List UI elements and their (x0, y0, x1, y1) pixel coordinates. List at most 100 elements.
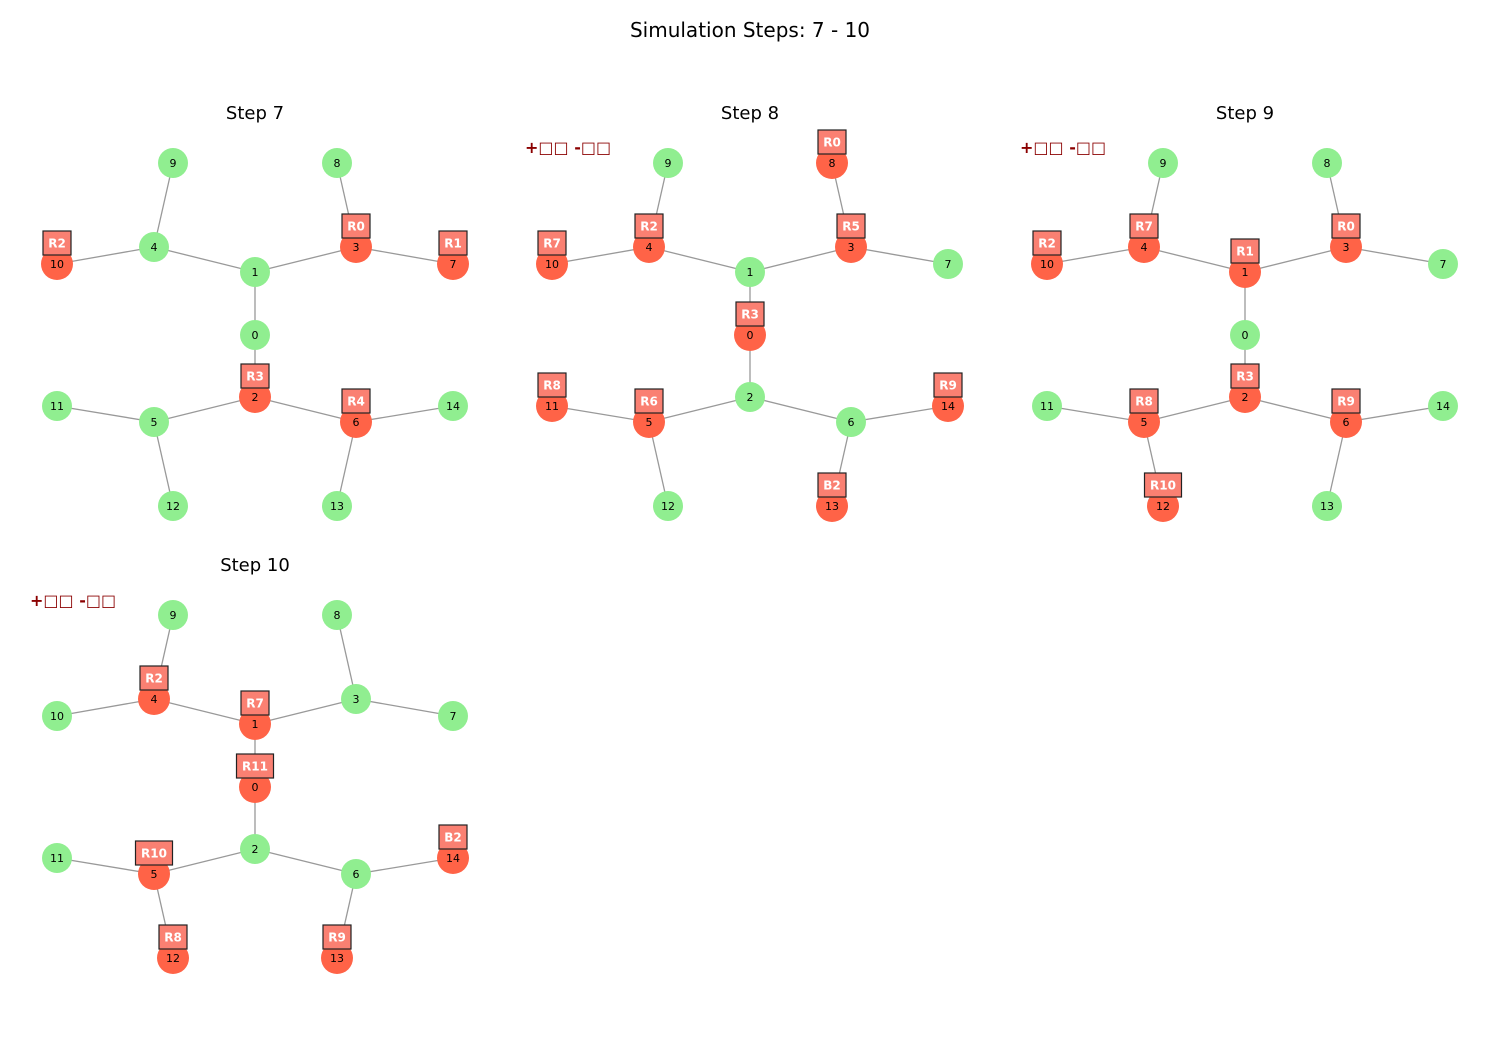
occupied-node (1147, 490, 1179, 522)
robot-badge: R3 (240, 363, 270, 389)
free-node (240, 834, 270, 864)
node-label: 4 (151, 241, 158, 254)
step-title: Step 7 (226, 103, 284, 124)
free-node (42, 391, 72, 421)
node-label: 11 (545, 400, 559, 413)
node-label: 2 (1242, 391, 1249, 404)
occupied-node (835, 231, 867, 263)
node-label: 13 (1320, 500, 1334, 513)
free-node (322, 600, 352, 630)
badge-label: R7 (1135, 220, 1153, 234)
badge-label: R2 (640, 220, 658, 234)
graph-edge (254, 848, 357, 875)
robot-badge: R1 (1230, 238, 1260, 264)
badge-label: R1 (444, 237, 462, 251)
badge-label: R0 (823, 136, 841, 150)
node-label: 9 (170, 609, 177, 622)
step-annotation: +□□ -□□ (30, 591, 116, 610)
node-label: 9 (665, 157, 672, 170)
node-label: 0 (1242, 329, 1249, 342)
step-title: Step 10 (220, 555, 290, 576)
robot-badge: B2 (438, 824, 468, 850)
graph-edge (153, 246, 256, 273)
node-label: 6 (353, 416, 360, 429)
occupied-node (239, 708, 271, 740)
free-node (240, 320, 270, 350)
free-node (322, 491, 352, 521)
graph-edge (1046, 246, 1145, 265)
robot-badge: R10 (134, 840, 174, 866)
badge-label: R8 (1135, 395, 1153, 409)
badge-label: R2 (1038, 237, 1056, 251)
occupied-node (340, 406, 372, 438)
free-node (1032, 391, 1062, 421)
badge-box (438, 824, 468, 850)
badge-label: R4 (347, 395, 365, 409)
graph-edge (1244, 246, 1347, 273)
badge-label: R9 (328, 931, 346, 945)
badge-label: R1 (1236, 245, 1254, 259)
badge-label: R0 (1337, 220, 1355, 234)
graph-edge (355, 246, 454, 265)
graph-edge (648, 246, 751, 273)
badge-label: R8 (164, 931, 182, 945)
badge-box (537, 230, 567, 256)
badge-box (1129, 213, 1159, 239)
occupied-node (816, 147, 848, 179)
badge-label: R0 (347, 220, 365, 234)
graph-edge (153, 396, 256, 423)
robot-badge: R9 (1331, 388, 1361, 414)
robot-badge: R0 (341, 213, 371, 239)
node-label: 13 (825, 500, 839, 513)
figure-title: Simulation Steps: 7 - 10 (630, 18, 870, 42)
badge-label: B2 (823, 479, 841, 493)
node-label: 1 (252, 718, 259, 731)
badge-label: R2 (48, 237, 66, 251)
badge-box (158, 924, 188, 950)
graph-edge (1345, 246, 1444, 265)
node-label: 5 (646, 416, 653, 429)
node-label: 10 (545, 258, 559, 271)
badge-box (1143, 472, 1183, 498)
badge-box (817, 129, 847, 155)
free-node (1312, 148, 1342, 178)
occupied-node (157, 942, 189, 974)
badge-label: R5 (842, 220, 860, 234)
node-label: 5 (151, 868, 158, 881)
occupied-node (321, 942, 353, 974)
free-node (158, 148, 188, 178)
badge-box (240, 690, 270, 716)
robot-badge: R2 (1032, 230, 1062, 256)
badge-label: R10 (141, 847, 167, 861)
node-label: 13 (330, 952, 344, 965)
node-label: 6 (848, 416, 855, 429)
badge-box (1032, 230, 1062, 256)
badge-box (139, 665, 169, 691)
badge-box (933, 372, 963, 398)
occupied-node (734, 319, 766, 351)
node-label: 14 (446, 400, 460, 413)
node-label: 12 (166, 952, 180, 965)
step-title: Step 9 (1216, 103, 1274, 124)
badge-box (322, 924, 352, 950)
occupied-node (1128, 406, 1160, 438)
badge-label: R7 (246, 697, 264, 711)
badge-label: R3 (246, 370, 264, 384)
node-label: 5 (151, 416, 158, 429)
badge-label: R3 (741, 308, 759, 322)
free-node (1230, 320, 1260, 350)
graph-edge (56, 246, 155, 265)
free-node (42, 701, 72, 731)
free-node (653, 491, 683, 521)
free-node (1148, 148, 1178, 178)
occupied-node (340, 231, 372, 263)
robot-badge: R3 (735, 301, 765, 327)
free-node (438, 701, 468, 731)
node-label: 2 (252, 843, 259, 856)
robot-badge: R1 (438, 230, 468, 256)
free-node (933, 249, 963, 279)
step-title: Step 8 (721, 103, 779, 124)
graph-edge (254, 698, 357, 725)
node-label: 14 (1436, 400, 1450, 413)
